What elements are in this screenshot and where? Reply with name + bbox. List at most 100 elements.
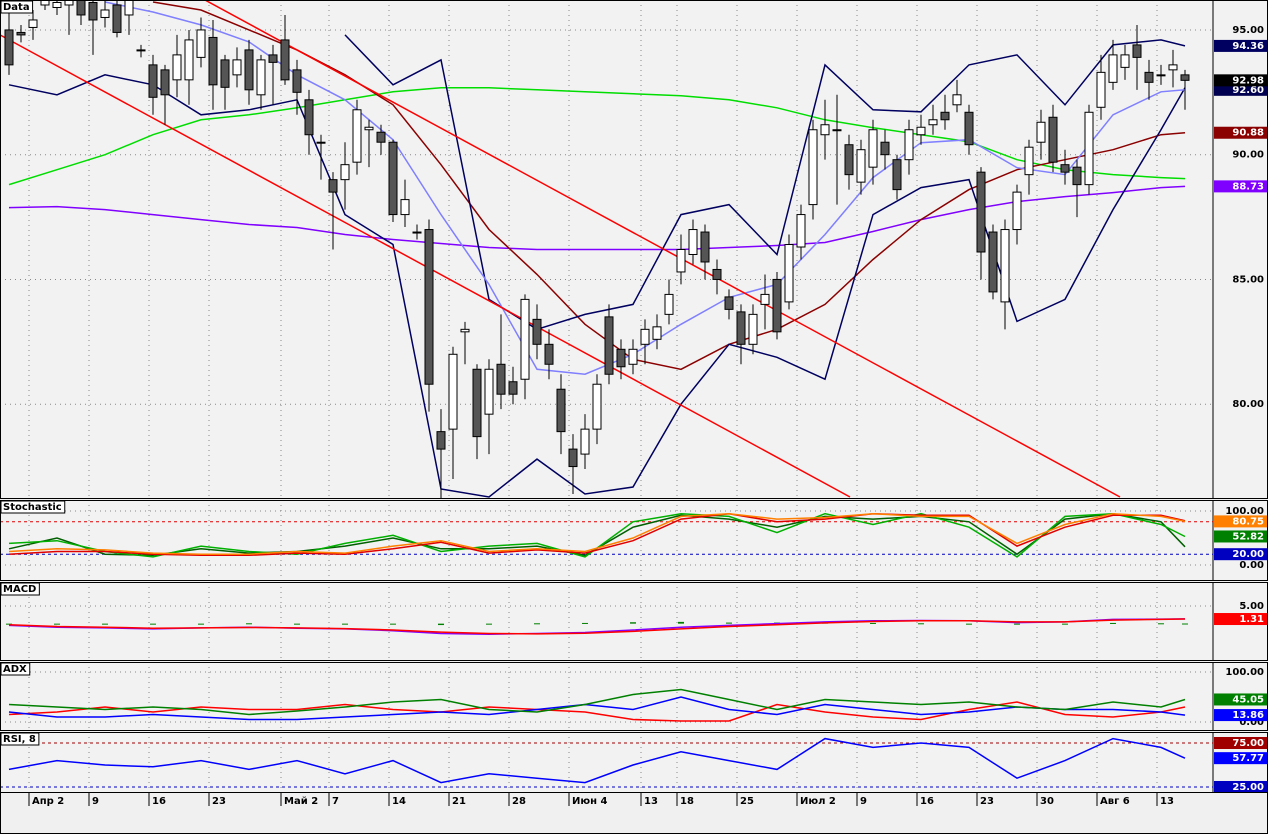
- candle-body: [688, 229, 698, 255]
- x-tick-label: 14: [392, 796, 406, 807]
- candle-body: [388, 141, 398, 216]
- candle-body: [244, 49, 254, 91]
- x-tick-label: 23: [980, 796, 994, 807]
- candle-body: [796, 214, 806, 248]
- candle-body: [496, 363, 506, 395]
- histogram-bar: [102, 623, 108, 625]
- x-tick-label: Авг 6: [1100, 796, 1130, 807]
- x-axis-band: [0, 792, 1268, 834]
- candle-body: [556, 388, 566, 433]
- candle-body: [928, 119, 938, 126]
- candle-body: [592, 383, 602, 430]
- last-value-label: 57.77: [1232, 753, 1264, 764]
- indicator-line: [8, 701, 1186, 722]
- candle-body: [640, 328, 650, 345]
- candle-body: [1000, 229, 1010, 303]
- x-tick-label: 13: [1160, 796, 1174, 807]
- histogram-bar: [486, 623, 492, 625]
- candle-body: [1108, 54, 1118, 83]
- x-tick-label: 18: [680, 796, 694, 807]
- indicator-line: [8, 512, 1186, 558]
- candle-body: [100, 9, 110, 18]
- last-close-label: 92.98: [1232, 75, 1264, 86]
- panel-title: Stochastic: [3, 502, 62, 513]
- candle-body: [508, 381, 518, 395]
- candle-body: [352, 109, 362, 163]
- level-label: 75.00: [1232, 738, 1264, 749]
- candle-body: [712, 268, 722, 280]
- x-tick-label: 30: [1040, 796, 1054, 807]
- x-tick-label: Июл 2: [800, 796, 836, 807]
- last-value-label-box: [1214, 693, 1267, 706]
- candle-body: [700, 231, 710, 263]
- candle-body: [316, 141, 326, 144]
- x-tick-label: 13: [644, 796, 658, 807]
- candle-body: [808, 129, 818, 206]
- candle-body: [724, 296, 734, 310]
- candle-body: [1180, 74, 1190, 81]
- y-tick-label: 0.00: [1239, 717, 1264, 728]
- panel-title: ADX: [3, 664, 27, 675]
- candle-body: [76, 1, 86, 16]
- candle-body: [832, 129, 842, 132]
- indicator-line: [8, 696, 1186, 721]
- candle-body: [1168, 64, 1178, 71]
- histogram-bar: [342, 623, 348, 625]
- candle-body: [940, 111, 950, 121]
- candle-body: [184, 39, 194, 81]
- candle-body: [220, 59, 230, 88]
- histogram-bar: [54, 623, 60, 625]
- last-value-label: 80.75: [1232, 516, 1264, 527]
- candle-body: [124, 1, 134, 16]
- y-tick-label: 95.00: [1232, 25, 1264, 36]
- indicator-line: [8, 512, 1186, 557]
- histogram-bar: [1110, 622, 1116, 624]
- x-tick-label: 16: [920, 796, 934, 807]
- candle-body: [448, 353, 458, 430]
- histogram-bar: [198, 623, 204, 625]
- last-value-label: 45.05: [1232, 694, 1264, 705]
- candle-body: [1096, 71, 1106, 108]
- level-label-box: [1214, 736, 1267, 749]
- x-tick-label: Май 2: [284, 796, 318, 807]
- candle-body: [664, 293, 674, 315]
- histogram-bar: [870, 622, 876, 624]
- candle-body: [208, 36, 218, 86]
- candle-body: [532, 318, 542, 345]
- plot-area: [1, 583, 1213, 660]
- candle-body: [280, 39, 290, 81]
- x-tick-label: 9: [92, 796, 99, 807]
- candle-body: [1036, 121, 1046, 143]
- histogram-bar: [966, 623, 972, 625]
- x-tick-label: Апр 2: [32, 796, 64, 807]
- y-tick-label: 80.00: [1232, 399, 1264, 410]
- candle-body: [964, 111, 974, 146]
- candle-body: [1120, 54, 1130, 68]
- candle-body: [1084, 111, 1094, 186]
- y-tick-label: 0.00: [1239, 560, 1264, 571]
- histogram-bar: [246, 623, 252, 625]
- candle-body: [544, 343, 554, 365]
- candle-body: [16, 31, 26, 36]
- panel-title-box: [0, 0, 34, 14]
- candle-body: [436, 431, 446, 450]
- candle-body: [976, 171, 986, 253]
- histogram-bar: [534, 623, 540, 625]
- candle-body: [400, 199, 410, 216]
- candle-body: [880, 141, 890, 156]
- plot-area: [1, 663, 1213, 730]
- candle-body: [1072, 166, 1082, 186]
- candle-body: [1012, 191, 1022, 231]
- candle-body: [1060, 164, 1070, 173]
- candle-body: [772, 278, 782, 333]
- x-tick-label: 16: [152, 796, 166, 807]
- indicator-line: [8, 87, 1186, 186]
- x-tick-label: 9: [860, 796, 867, 807]
- candle-body: [1156, 74, 1166, 77]
- level-label-box: [1214, 548, 1267, 561]
- candle-body: [424, 229, 434, 385]
- plot-area: [1, 501, 1213, 580]
- last-value-label-box: [1214, 126, 1267, 139]
- last-value-label: 94.36: [1232, 41, 1264, 52]
- histogram-bar: [1062, 623, 1068, 625]
